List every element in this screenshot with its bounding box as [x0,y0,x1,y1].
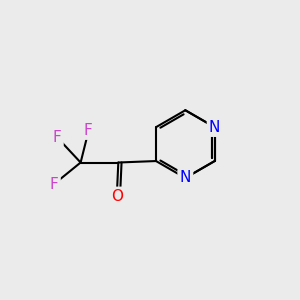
Text: F: F [84,123,92,138]
Text: N: N [180,170,191,185]
Text: F: F [50,177,58,192]
Text: N: N [209,120,220,135]
Text: O: O [111,189,123,204]
Text: F: F [53,130,62,145]
